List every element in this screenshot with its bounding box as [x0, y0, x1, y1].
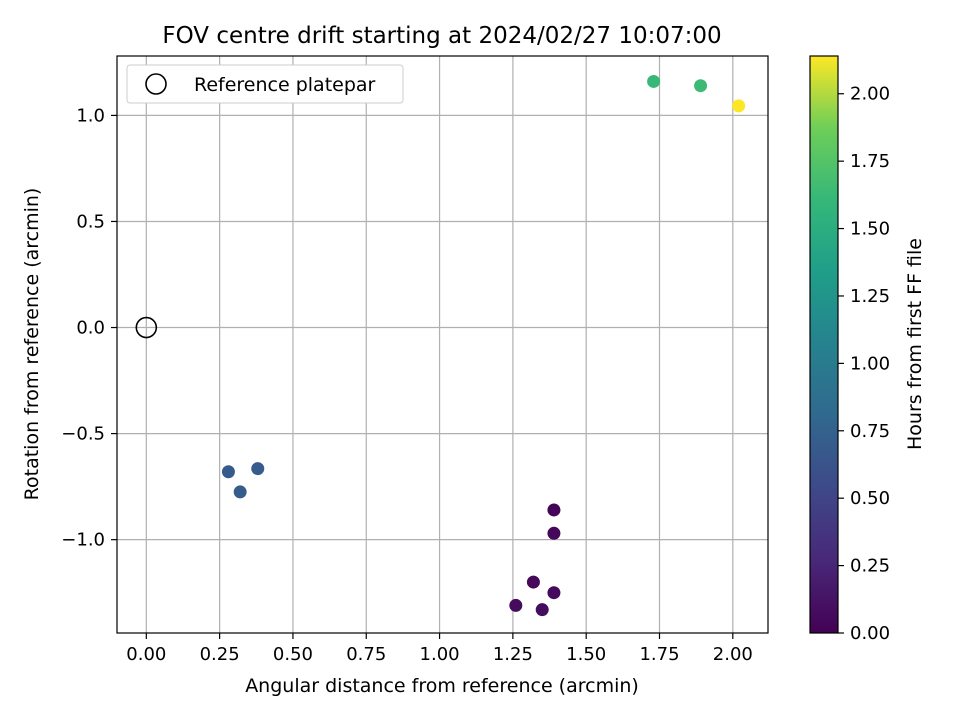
plot-frame — [116, 55, 769, 634]
legend-box — [126, 64, 404, 104]
x-tick-label: 0.50 — [273, 644, 313, 665]
colorbar-ticks: 0.00 0.25 0.50 0.75 1.00 1.25 1.50 1.75 2.00 — [838, 84, 890, 644]
x-axis-label: Angular distance from reference (arcmin) — [245, 675, 639, 697]
colorbar-tick-label: 0.25 — [850, 556, 890, 577]
data-point — [694, 79, 708, 93]
colorbar-tick-label: 1.50 — [850, 219, 890, 240]
legend-reference-marker — [145, 73, 167, 95]
colorbar-gradient — [809, 55, 839, 634]
data-point — [233, 485, 247, 499]
legend-label: Reference platepar — [194, 74, 376, 96]
colorbar-tick-label: 0.50 — [850, 488, 890, 509]
y-tick-label: 0.0 — [76, 318, 105, 339]
colorbar-label: Hours from first FF file — [904, 238, 926, 450]
colorbar-tick-label: 0.00 — [850, 623, 890, 644]
data-points — [221, 74, 746, 617]
data-point — [647, 74, 661, 88]
x-tick-label: 1.00 — [420, 644, 460, 665]
y-tick-label: −0.5 — [61, 424, 105, 445]
y-axis-ticks: −1.0 −0.5 0.0 0.5 1.0 — [61, 105, 117, 551]
data-point — [732, 99, 746, 113]
x-axis-ticks: 0.00 0.25 0.50 0.75 1.00 1.25 1.50 1.75 2.00 — [126, 633, 753, 665]
x-tick-label: 1.75 — [639, 644, 679, 665]
x-tick-label: 0.00 — [126, 644, 166, 665]
x-tick-label: 0.75 — [346, 644, 386, 665]
chart-title: FOV centre drift starting at 2024/02/27 … — [162, 23, 721, 49]
legend: Reference platepar — [126, 64, 404, 104]
colorbar-tick-label: 1.00 — [850, 353, 890, 374]
x-tick-label: 1.25 — [493, 644, 533, 665]
y-tick-label: 0.5 — [76, 211, 105, 232]
reference-platepar-marker — [135, 316, 158, 339]
colorbar-tick-label: 2.00 — [850, 84, 890, 105]
data-point — [251, 462, 265, 476]
x-tick-label: 2.00 — [713, 644, 753, 665]
data-point — [535, 603, 549, 617]
data-point — [547, 526, 561, 540]
x-tick-label: 0.25 — [200, 644, 240, 665]
data-point — [547, 503, 561, 517]
colorbar-tick-label: 1.25 — [850, 286, 890, 307]
x-tick-label: 1.50 — [566, 644, 606, 665]
y-tick-label: −1.0 — [61, 530, 105, 551]
data-point — [526, 575, 540, 589]
grid — [117, 56, 768, 633]
data-point — [547, 586, 561, 600]
colorbar-tick-label: 1.75 — [850, 151, 890, 172]
y-tick-label: 1.0 — [76, 105, 105, 126]
y-axis-label: Rotation from reference (arcmin) — [21, 188, 43, 501]
data-point — [221, 465, 235, 479]
colorbar-tick-label: 0.75 — [850, 421, 890, 442]
data-point — [509, 598, 523, 612]
colorbar: 0.00 0.25 0.50 0.75 1.00 1.25 1.50 1.75 2.00 Hou… — [809, 55, 926, 644]
plot-area: 0.00 0.25 0.50 0.75 1.00 1.25 1.50 1.75 2.00 −1.… — [61, 55, 769, 665]
